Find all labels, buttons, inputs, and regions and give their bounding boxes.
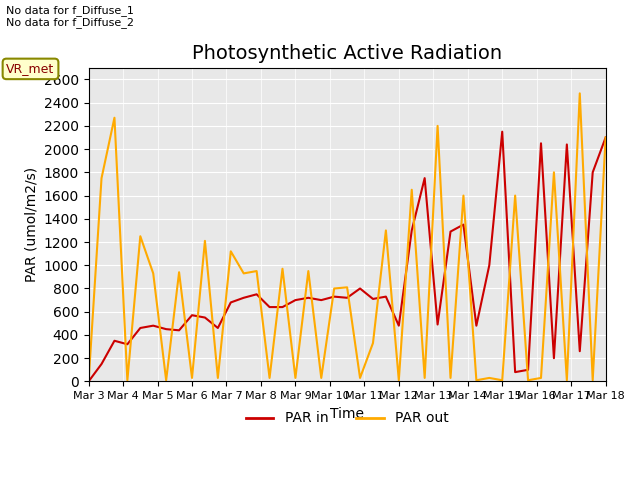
- PAR in: [98, 361, 106, 367]
- PAR in: [589, 169, 596, 175]
- PAR in: [537, 141, 545, 146]
- Line: PAR out: PAR out: [88, 93, 605, 382]
- PAR in: [576, 348, 584, 354]
- PAR out: [421, 375, 429, 381]
- PAR in: [486, 263, 493, 268]
- PAR in: [524, 367, 532, 372]
- PAR in: [563, 142, 571, 147]
- PAR in: [266, 304, 273, 310]
- PAR out: [98, 175, 106, 181]
- PAR out: [524, 377, 532, 383]
- PAR out: [253, 268, 260, 274]
- PAR out: [537, 375, 545, 381]
- PAR in: [227, 300, 235, 305]
- PAR out: [356, 375, 364, 381]
- PAR in: [434, 322, 442, 327]
- PAR out: [84, 379, 92, 384]
- PAR in: [149, 323, 157, 328]
- PAR out: [136, 233, 144, 239]
- PAR in: [395, 323, 403, 328]
- PAR out: [511, 192, 519, 198]
- Title: Photosynthetic Active Radiation: Photosynthetic Active Radiation: [192, 45, 502, 63]
- PAR out: [201, 238, 209, 244]
- PAR in: [602, 134, 609, 140]
- PAR in: [305, 295, 312, 300]
- PAR in: [408, 228, 415, 233]
- PAR in: [188, 312, 196, 318]
- Text: VR_met: VR_met: [6, 62, 54, 75]
- PAR in: [499, 129, 506, 134]
- PAR out: [550, 169, 558, 175]
- PAR in: [330, 294, 338, 300]
- PAR in: [278, 304, 286, 310]
- PAR out: [266, 375, 273, 381]
- PAR in: [84, 379, 92, 384]
- PAR in: [175, 327, 183, 333]
- PAR out: [382, 228, 390, 233]
- PAR out: [317, 375, 325, 381]
- PAR out: [175, 269, 183, 275]
- PAR out: [408, 187, 415, 192]
- PAR out: [447, 375, 454, 381]
- PAR out: [163, 377, 170, 383]
- PAR in: [136, 325, 144, 331]
- PAR out: [472, 377, 480, 383]
- PAR out: [111, 115, 118, 120]
- PAR out: [434, 123, 442, 129]
- PAR in: [292, 297, 300, 303]
- PAR out: [602, 134, 609, 140]
- Line: PAR in: PAR in: [88, 132, 605, 382]
- PAR in: [472, 323, 480, 328]
- PAR out: [486, 375, 493, 381]
- PAR out: [124, 377, 131, 383]
- PAR out: [292, 375, 300, 381]
- PAR out: [460, 192, 467, 198]
- PAR in: [163, 326, 170, 332]
- PAR in: [369, 296, 377, 302]
- PAR out: [227, 249, 235, 254]
- PAR out: [305, 268, 312, 274]
- PAR in: [511, 369, 519, 375]
- PAR out: [214, 375, 221, 381]
- PAR in: [253, 291, 260, 297]
- PAR in: [214, 325, 221, 331]
- PAR out: [395, 377, 403, 383]
- Legend: PAR in, PAR out: PAR in, PAR out: [240, 406, 454, 431]
- PAR out: [188, 375, 196, 381]
- PAR in: [460, 222, 467, 228]
- Text: No data for f_Diffuse_1
No data for f_Diffuse_2: No data for f_Diffuse_1 No data for f_Di…: [6, 5, 134, 28]
- PAR out: [576, 90, 584, 96]
- PAR out: [343, 285, 351, 290]
- PAR in: [111, 338, 118, 344]
- PAR out: [589, 377, 596, 383]
- X-axis label: Time: Time: [330, 407, 364, 420]
- PAR in: [240, 295, 248, 300]
- PAR out: [240, 271, 248, 276]
- PAR out: [499, 377, 506, 383]
- PAR in: [356, 286, 364, 291]
- PAR out: [330, 286, 338, 291]
- PAR in: [124, 341, 131, 347]
- PAR in: [317, 297, 325, 303]
- PAR in: [447, 228, 454, 234]
- PAR in: [550, 355, 558, 361]
- PAR out: [369, 340, 377, 346]
- PAR in: [343, 295, 351, 300]
- PAR out: [278, 266, 286, 272]
- PAR out: [149, 271, 157, 276]
- Y-axis label: PAR (umol/m2/s): PAR (umol/m2/s): [24, 167, 38, 282]
- PAR in: [382, 294, 390, 300]
- PAR out: [563, 377, 571, 383]
- PAR in: [201, 315, 209, 321]
- PAR in: [421, 175, 429, 181]
